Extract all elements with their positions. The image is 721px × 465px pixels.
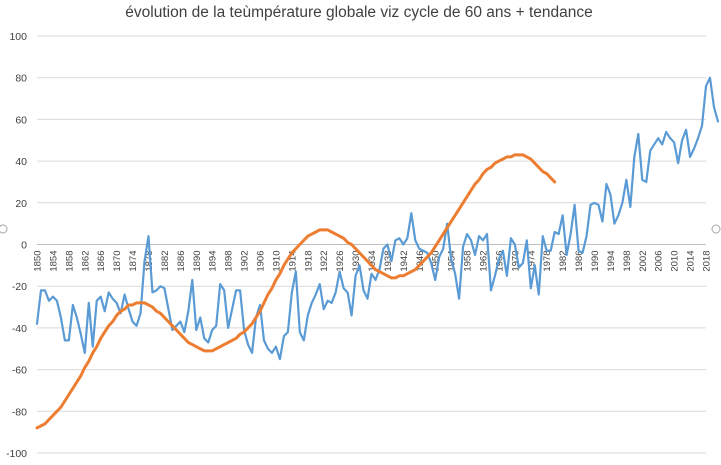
x-tick-label: 1870 (112, 251, 123, 272)
x-tick-label: 1970 (510, 251, 521, 272)
y-tick-label: -20 (12, 281, 27, 293)
y-axis-ticks: 100 80 60 40 20 0 -20 -40 -60 -80 -100 (6, 31, 27, 460)
x-tick-label: 1934 (367, 251, 378, 272)
x-tick-label: 1962 (479, 251, 490, 272)
y-tick-label: -80 (12, 406, 27, 418)
y-tick-label: 0 (21, 240, 27, 252)
x-tick-label: 1858 (64, 251, 75, 272)
x-tick-label: 2002 (638, 251, 649, 272)
x-tick-label: 1994 (606, 251, 617, 272)
x-tick-label: 2018 (702, 251, 713, 272)
x-tick-label: 1862 (80, 251, 91, 272)
x-tick-label: 1906 (256, 251, 267, 272)
x-tick-label: 1890 (192, 251, 203, 272)
y-tick-label: -60 (12, 365, 27, 377)
x-tick-label: 1974 (526, 251, 537, 272)
x-tick-label: 1950 (431, 251, 442, 272)
x-tick-label: 1966 (494, 251, 505, 272)
x-tick-label: 1902 (240, 251, 251, 272)
x-tick-label: 1866 (96, 251, 107, 272)
x-tick-label: 1998 (622, 251, 633, 272)
series-line-observed (35, 76, 720, 361)
x-tick-label: 1946 (415, 251, 426, 272)
x-tick-label: 1894 (208, 251, 219, 272)
resize-handle-left[interactable] (0, 224, 8, 234)
x-tick-label: 2006 (654, 251, 665, 272)
x-tick-label: 1850 (33, 251, 44, 272)
resize-handle-right[interactable] (711, 224, 721, 234)
x-tick-label: 2014 (686, 251, 697, 272)
y-tick-label: 60 (15, 114, 27, 126)
y-tick-label: 20 (15, 198, 27, 210)
series-lines (35, 76, 720, 430)
y-tick-label: 80 (15, 73, 27, 85)
series-line-trend (35, 153, 557, 430)
x-tick-label: 2010 (670, 251, 681, 272)
x-tick-label: 1918 (303, 251, 314, 272)
x-tick-label: 1990 (590, 251, 601, 272)
x-tick-label: 1942 (399, 251, 410, 272)
x-tick-label: 1854 (48, 251, 59, 272)
x-tick-label: 1982 (558, 251, 569, 272)
x-tick-label: 1882 (160, 251, 171, 272)
x-tick-label: 1930 (351, 251, 362, 272)
chart-title: évolution de la teùmpérature globale viz… (125, 4, 592, 21)
gridlines (37, 35, 706, 454)
y-tick-label: 100 (9, 31, 27, 43)
x-tick-label: 1910 (271, 251, 282, 272)
x-tick-label: 1922 (319, 251, 330, 272)
x-tick-label: 1958 (463, 251, 474, 272)
y-tick-label: 40 (15, 156, 27, 168)
x-tick-label: 1898 (224, 251, 235, 272)
x-tick-label: 1938 (383, 251, 394, 272)
x-tick-label: 1914 (287, 251, 298, 272)
x-tick-label: 1978 (542, 251, 553, 272)
x-tick-label: 1874 (128, 251, 139, 272)
y-tick-label: -40 (12, 323, 27, 335)
x-tick-label: 1986 (574, 251, 585, 272)
x-tick-label: 1886 (176, 251, 187, 272)
x-tick-label: 1926 (335, 251, 346, 272)
y-tick-label: -100 (6, 448, 27, 460)
